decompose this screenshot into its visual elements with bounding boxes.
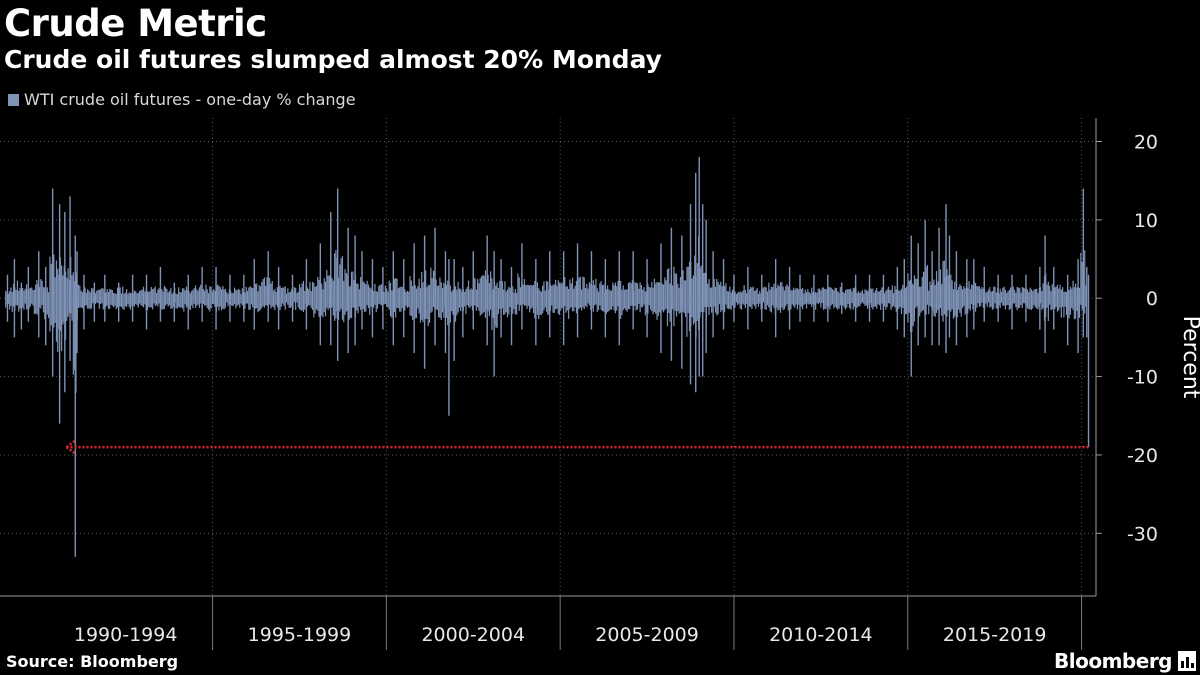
- legend-swatch: [8, 93, 19, 106]
- chart-title: Crude Metric: [4, 2, 267, 45]
- x-tick-label: 1995-1999: [248, 624, 352, 646]
- bloomberg-chart-badge-icon: [1178, 651, 1196, 671]
- y-tick-label: 20: [1134, 132, 1158, 154]
- x-tick-label: 2000-2004: [421, 624, 525, 646]
- legend: WTI crude oil futures - one-day % change: [8, 90, 356, 109]
- x-tick-label: 1990-1994: [74, 624, 178, 646]
- y-tick-label: -20: [1127, 445, 1158, 467]
- y-tick-label: 0: [1146, 288, 1158, 310]
- y-tick-label: -30: [1127, 523, 1158, 545]
- bloomberg-logo: Bloomberg: [1054, 649, 1196, 673]
- bloomberg-logo-text: Bloomberg: [1054, 649, 1172, 673]
- x-tick-label: 2005-2009: [595, 624, 699, 646]
- y-tick-label: -10: [1127, 367, 1158, 389]
- legend-label: WTI crude oil futures - one-day % change: [24, 90, 356, 109]
- chart-subtitle: Crude oil futures slumped almost 20% Mon…: [4, 45, 662, 74]
- y-axis-title: Percent: [1178, 316, 1200, 399]
- annotation-arrowhead-lower: [65, 446, 76, 455]
- annotation-arrowhead-upper: [65, 440, 76, 449]
- x-tick-label: 2015-2019: [943, 624, 1047, 646]
- x-tick-label: 2010-2014: [769, 624, 873, 646]
- y-tick-label: 10: [1134, 210, 1158, 232]
- source-note: Source: Bloomberg: [6, 652, 179, 671]
